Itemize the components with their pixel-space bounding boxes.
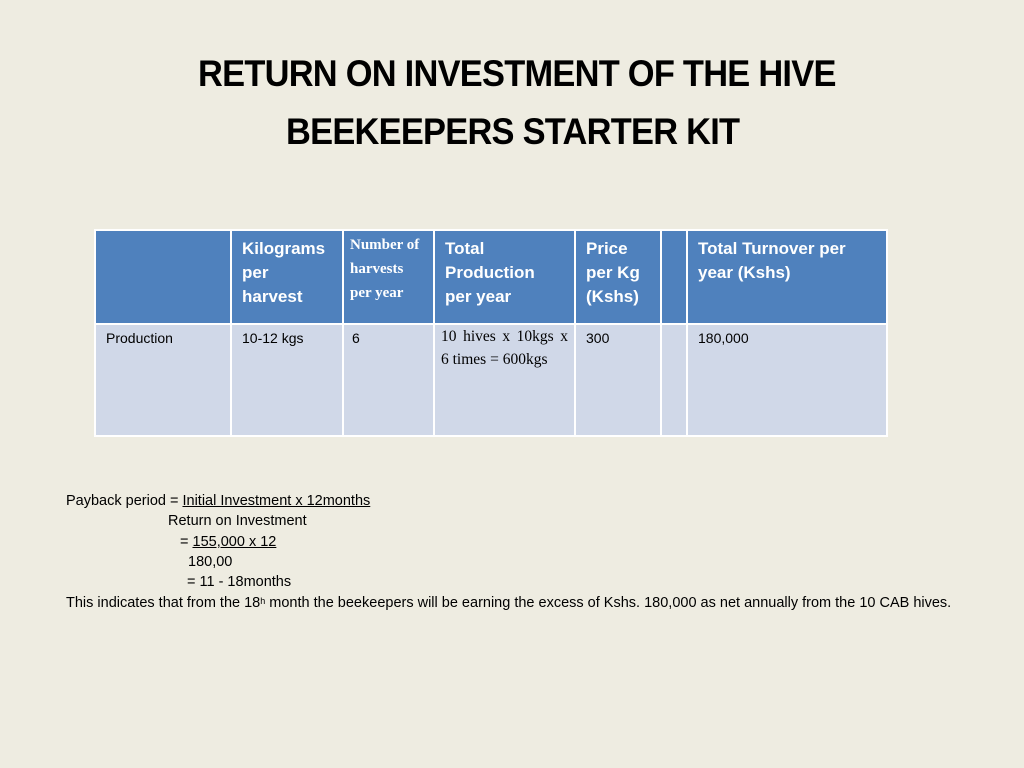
conclusion-part-2: month the beekeepers will be earning the… [265,595,952,611]
payback-label: Payback period = [66,493,183,509]
slide-title-line-1: RETURN ON INVESTMENT OF THE HIVE [198,53,836,94]
cell-total-turnover: 180,000 [686,323,888,437]
payback-denominator: Return on Investment [168,513,307,529]
header-price-per-kg: Price per Kg (Kshs) [574,229,662,325]
payback-step1: = 155,000 x 12 [180,532,276,552]
table-row: Production 10-12 kgs 6 10 hives x 10kgs … [94,323,888,437]
cell-row-label: Production [94,323,232,437]
cell-price-per-kg: 300 [574,323,662,437]
cell-harvests-per-year: 6 [342,323,435,437]
payback-step1-denominator: 180,00 [188,554,233,570]
conclusion-superscript: h [260,596,266,606]
table-header-row: Kilograms per harvest Number of harvests… [94,229,888,325]
step1-prefix: = [180,534,193,550]
step1-numerator: 155,000 x 12 [192,534,277,550]
conclusion-part-1: This indicates that from the 18 [66,595,261,611]
header-harvests-per-year: Number of harvests per year [342,229,435,325]
header-total-production: Total Production per year [433,229,576,325]
header-empty-2 [660,229,688,325]
header-total-turnover: Total Turnover per year (Kshs) [686,229,888,325]
roi-table: Kilograms per harvest Number of harvests… [94,229,888,437]
payback-formula: Payback period = Initial Investment x 12… [66,491,370,511]
payback-numerator: Initial Investment x 12months [182,493,371,509]
cell-empty [660,323,688,437]
slide-title-line-2: BEEKEEPERS STARTER KIT [286,111,740,152]
payback-result: = 11 - 18months [187,574,292,590]
cell-total-production: 10 hives x 10kgs x 6 times = 600kgs [433,323,576,437]
header-kg-per-harvest: Kilograms per harvest [230,229,344,325]
header-empty [94,229,232,325]
payback-conclusion: This indicates that from the 18h month t… [66,593,951,613]
cell-kg-per-harvest: 10-12 kgs [230,323,344,437]
